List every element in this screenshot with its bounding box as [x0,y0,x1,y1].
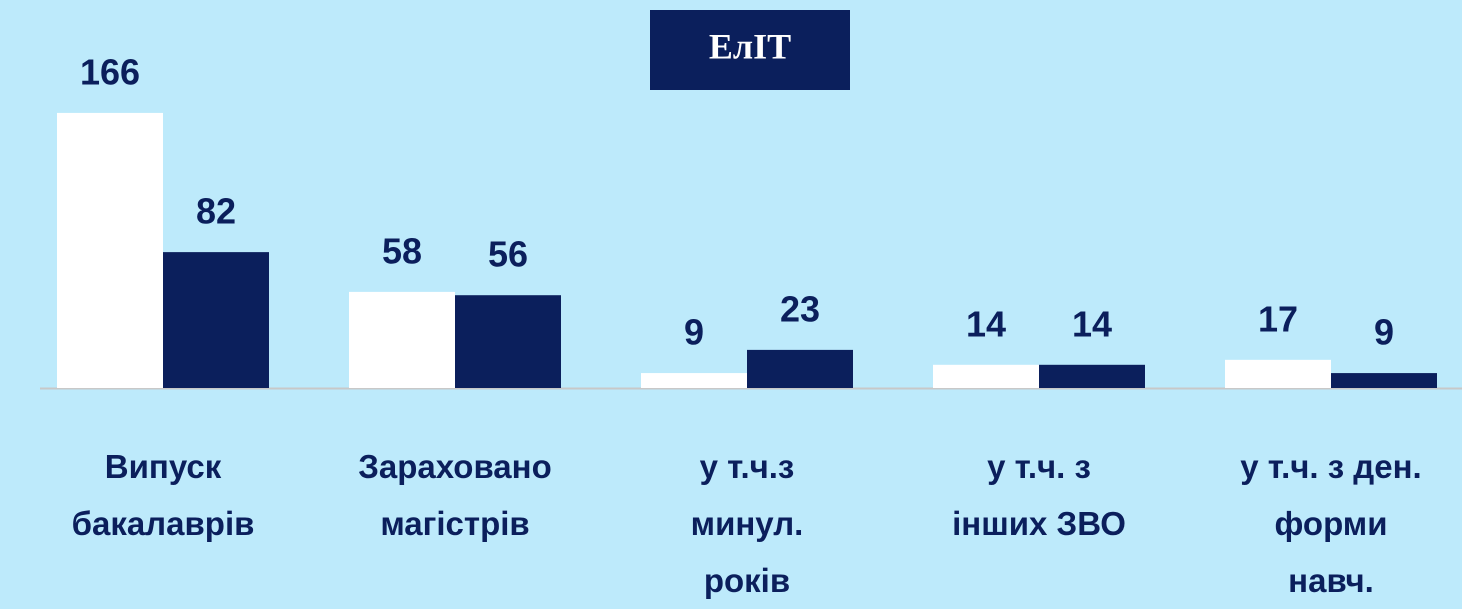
data-label: 82 [196,191,236,232]
bar [455,295,561,388]
bar [163,252,269,388]
data-label: 58 [382,230,422,271]
bar [747,349,853,388]
bar [641,373,747,388]
data-label: 14 [966,303,1006,344]
chart-title: ЕлІТ [709,26,791,66]
x-tick-label: Випуск бакалаврів [71,448,255,542]
data-label: 17 [1258,298,1298,339]
data-label: 166 [80,51,140,92]
x-tick-label: у т.ч. з ден. форми навч. [1240,448,1422,599]
data-label: 9 [1374,312,1394,353]
bar [1225,359,1331,388]
bar [349,291,455,388]
bar [57,112,163,389]
data-label: 23 [780,288,820,329]
bar [1039,364,1145,388]
data-label: 9 [684,312,704,353]
data-label: 14 [1072,303,1112,344]
x-tick-label: у т.ч. з інших ЗВО [952,448,1126,542]
data-label: 56 [488,234,528,275]
title-box [650,10,850,90]
bar [1331,373,1437,388]
bar [933,364,1039,388]
x-tick-label: у т.ч.з минул. років [690,448,804,599]
x-tick-label: Зараховано магістрів [358,448,552,542]
